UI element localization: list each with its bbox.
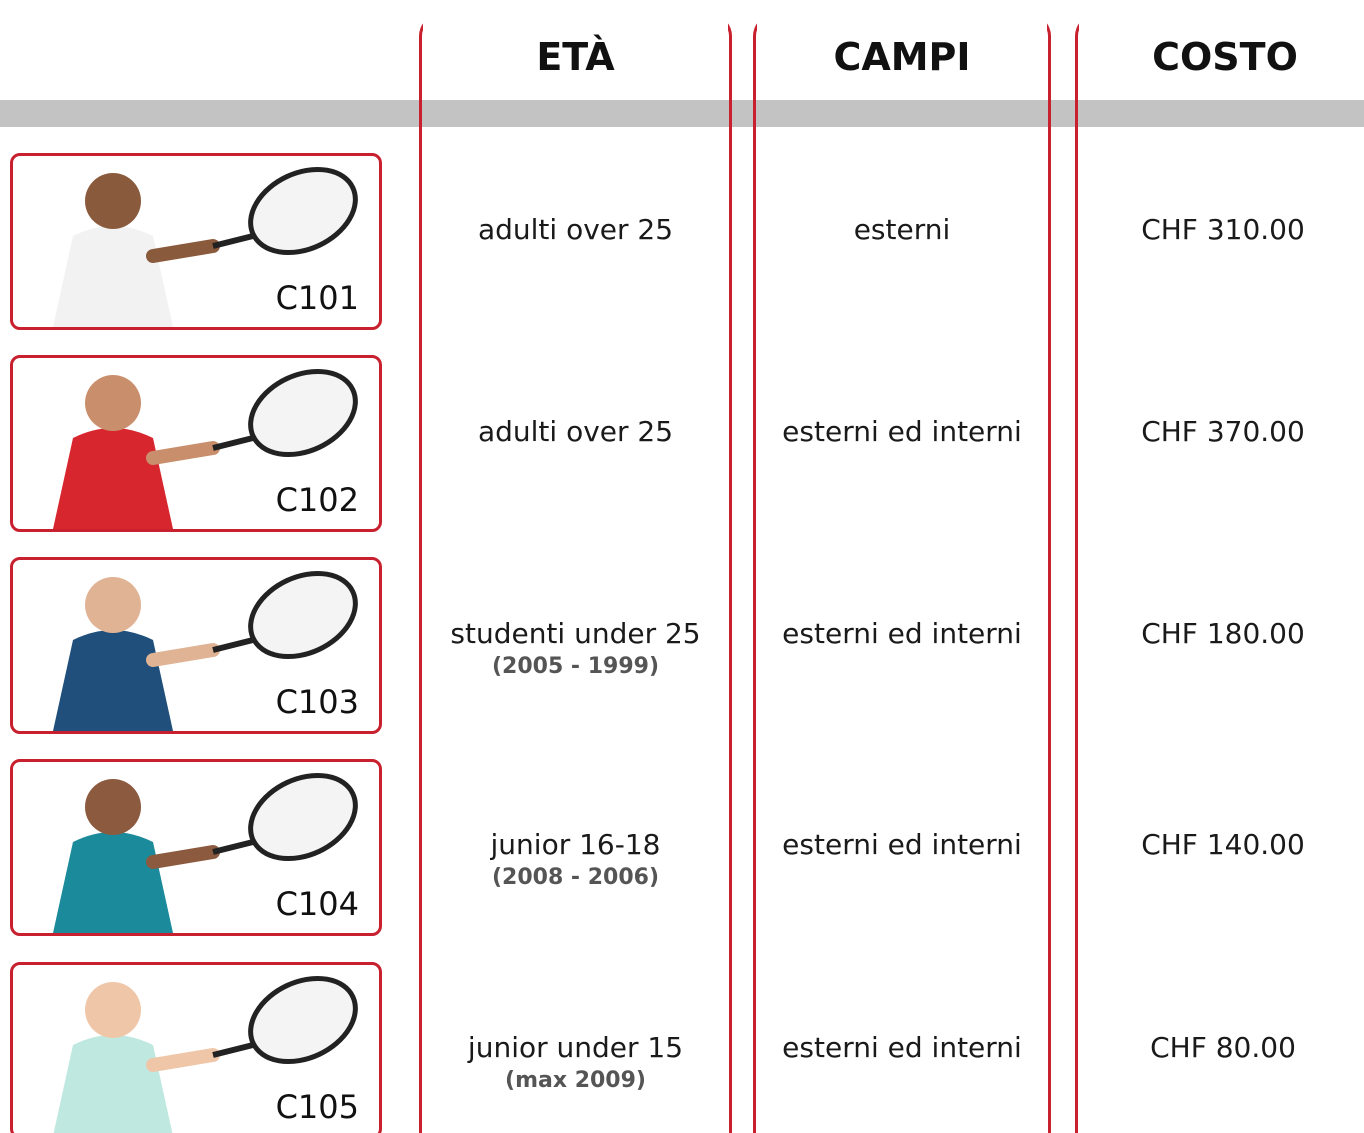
courts-cell: esterni ed interni bbox=[782, 617, 1022, 650]
player-card: C102 bbox=[10, 355, 382, 532]
cost-cell: CHF 370.00 bbox=[1141, 415, 1305, 448]
player-photo bbox=[53, 975, 358, 1133]
age-cell: studenti under 25 (2005 - 1999) bbox=[419, 617, 732, 679]
player-card: C101 bbox=[10, 153, 382, 330]
column-header: CAMPI bbox=[757, 14, 1047, 100]
age-note: (2008 - 2006) bbox=[491, 865, 660, 890]
column-frame bbox=[1075, 14, 1364, 1133]
courts-cell: esterni ed interni bbox=[782, 1031, 1022, 1064]
player-photo bbox=[53, 772, 358, 933]
player-photo bbox=[53, 570, 358, 731]
age-cell: junior 16-18 (2008 - 2006) bbox=[419, 828, 732, 890]
cost-cell: CHF 310.00 bbox=[1141, 213, 1305, 246]
course-code: C102 bbox=[275, 481, 359, 519]
column-frame bbox=[419, 14, 732, 1133]
age-text: junior 16-18 bbox=[490, 828, 661, 861]
age-cell: junior under 15 (max 2009) bbox=[419, 1031, 732, 1093]
age-text: studenti under 25 bbox=[450, 617, 701, 650]
player-photo bbox=[53, 368, 358, 529]
course-code: C104 bbox=[275, 885, 359, 923]
cost-cell: CHF 140.00 bbox=[1141, 828, 1305, 861]
cost-cell: CHF 180.00 bbox=[1141, 617, 1305, 650]
age-text: adulti over 25 bbox=[477, 213, 674, 246]
age-note: (2005 - 1999) bbox=[491, 654, 660, 679]
column-frame bbox=[753, 14, 1051, 1133]
player-card: C104 bbox=[10, 759, 382, 936]
header-bar bbox=[0, 100, 1364, 127]
column-header: COSTO bbox=[1079, 14, 1364, 100]
age-cell: adulti over 25 bbox=[419, 213, 732, 246]
player-card: C105 bbox=[10, 962, 382, 1133]
course-code: C101 bbox=[275, 279, 359, 317]
age-note: (max 2009) bbox=[505, 1068, 646, 1093]
player-photo bbox=[53, 166, 358, 327]
cost-cell: CHF 80.00 bbox=[1150, 1031, 1296, 1064]
age-text: junior under 15 bbox=[467, 1031, 684, 1064]
course-code: C105 bbox=[275, 1088, 359, 1126]
age-text: adulti over 25 bbox=[477, 415, 674, 448]
column-header: ETÀ bbox=[423, 14, 728, 100]
courts-cell: esterni ed interni bbox=[782, 828, 1022, 861]
age-cell: adulti over 25 bbox=[419, 415, 732, 448]
courts-cell: esterni bbox=[853, 213, 951, 246]
courts-cell: esterni ed interni bbox=[782, 415, 1022, 448]
course-code: C103 bbox=[275, 683, 359, 721]
player-card: C103 bbox=[10, 557, 382, 734]
